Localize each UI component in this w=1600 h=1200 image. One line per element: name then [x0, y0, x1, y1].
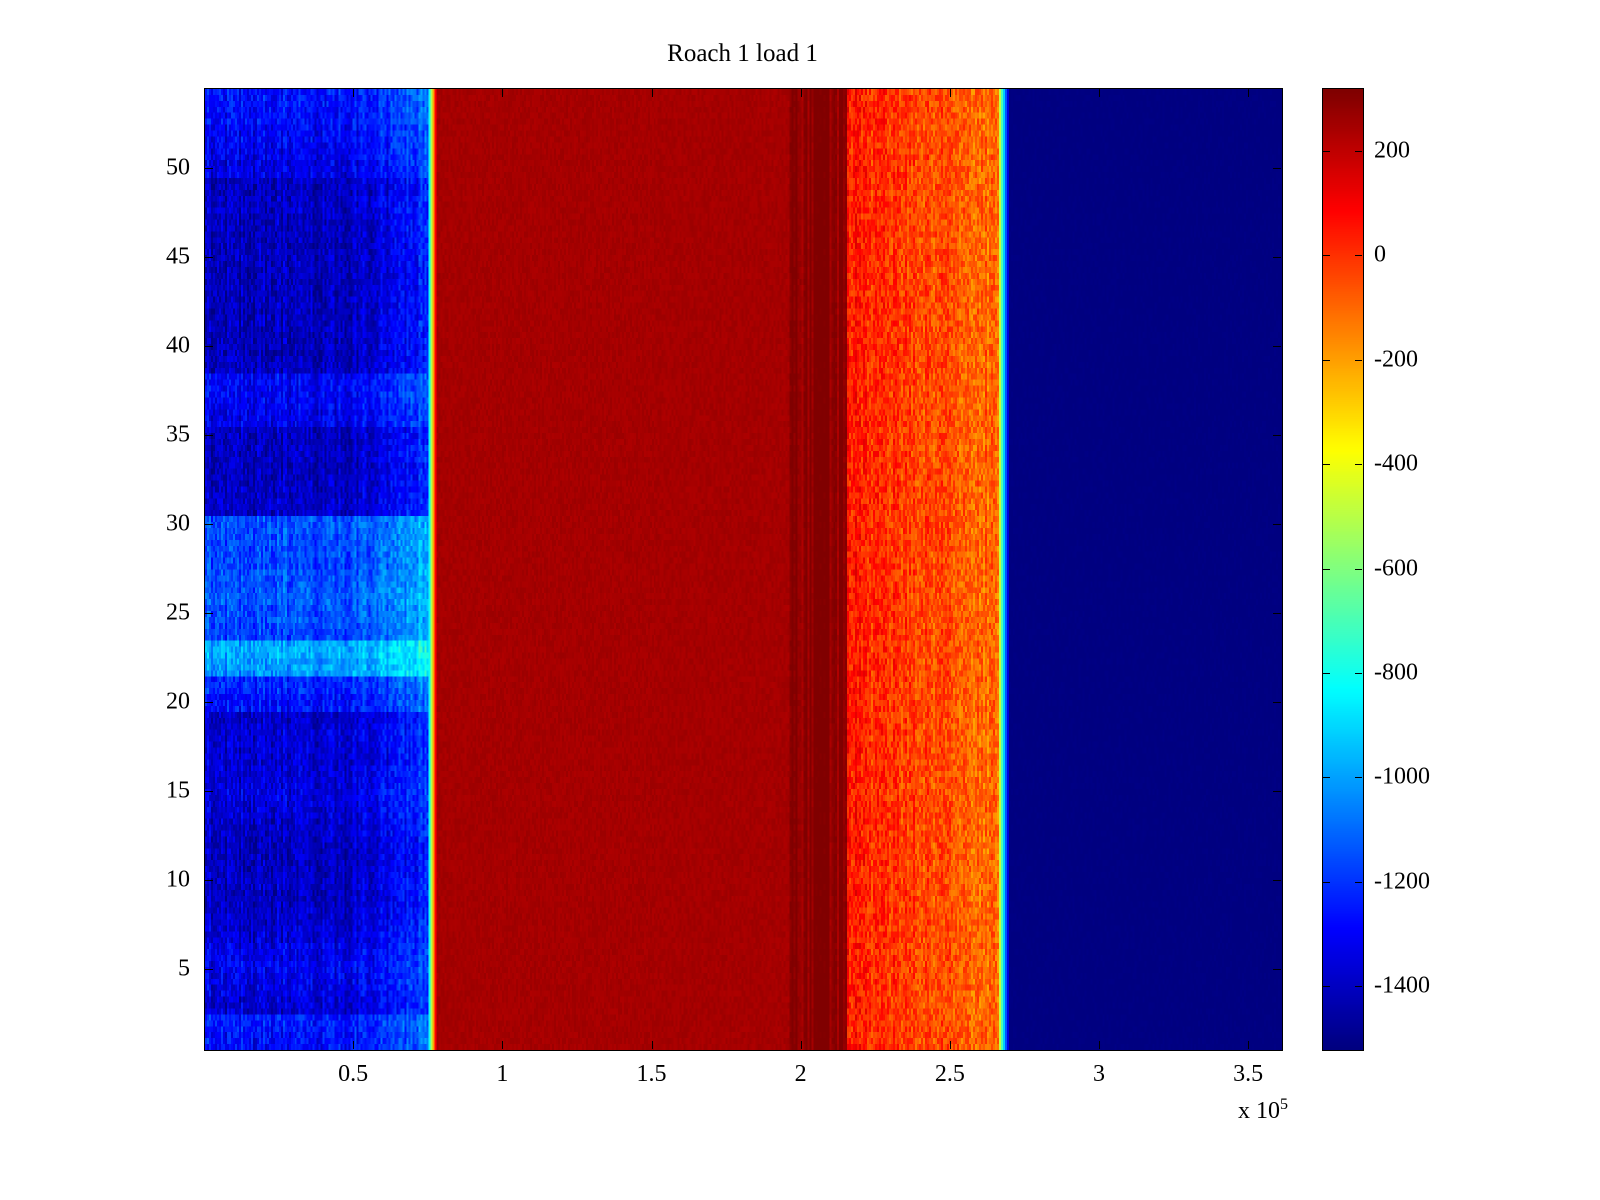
- colorbar-tick-mark-right: [1355, 464, 1362, 466]
- x-tick-label: 3: [1093, 1061, 1105, 1087]
- colorbar-tick-mark-right: [1355, 359, 1362, 361]
- x-tick-mark: [1248, 1041, 1250, 1049]
- colorbar-tick-mark-left: [1323, 568, 1330, 570]
- x-tick-label: 1.5: [636, 1061, 667, 1087]
- colorbar-tick-mark-right: [1355, 568, 1362, 570]
- y-tick-mark: [205, 168, 213, 170]
- y-tick-label: 20: [166, 688, 190, 715]
- x-tick-mark-top: [800, 89, 802, 97]
- y-tick-mark: [205, 346, 213, 348]
- y-tick-mark-right: [1273, 701, 1281, 703]
- y-tick-mark: [205, 257, 213, 259]
- x-tick-mark: [353, 1041, 355, 1049]
- heatmap-axes: [204, 88, 1283, 1051]
- y-tick-label: 25: [166, 599, 190, 626]
- x-tick-mark-top: [353, 89, 355, 97]
- colorbar-tick-mark-right: [1355, 255, 1362, 257]
- x-tick-mark-top: [1099, 89, 1100, 97]
- colorbar-tick-label: 200: [1374, 137, 1410, 164]
- colorbar-tick-mark-right: [1355, 986, 1362, 988]
- y-tick-mark: [205, 790, 213, 792]
- y-tick-mark: [205, 968, 213, 970]
- y-tick-label: 15: [166, 777, 190, 804]
- chart-title: Roach 1 load 1: [667, 40, 818, 67]
- colorbar-tick-label: 0: [1374, 241, 1386, 268]
- exponent-prefix: x 10: [1238, 1098, 1280, 1124]
- x-tick-mark-top: [949, 89, 951, 97]
- x-tick-mark: [651, 1041, 653, 1049]
- colorbar-tick-label: -1000: [1374, 763, 1430, 790]
- y-tick-mark-right: [1273, 257, 1281, 259]
- colorbar-tick-label: -200: [1374, 346, 1418, 373]
- y-tick-mark-right: [1273, 346, 1281, 348]
- colorbar-tick-mark-left: [1323, 464, 1330, 466]
- y-tick-label: 10: [166, 866, 190, 893]
- y-tick-label: 5: [178, 955, 190, 982]
- y-tick-label: 40: [166, 332, 190, 359]
- x-tick-mark-top: [1248, 89, 1250, 97]
- y-tick-mark-right: [1273, 790, 1281, 792]
- y-tick-mark-right: [1273, 879, 1281, 881]
- y-tick-mark: [205, 879, 213, 881]
- colorbar-tick-mark-left: [1323, 881, 1330, 883]
- heatmap-canvas: [205, 89, 1282, 1050]
- x-tick-mark: [502, 1041, 504, 1049]
- colorbar-tick-mark-left: [1323, 986, 1330, 988]
- x-tick-label: 3.5: [1233, 1061, 1264, 1087]
- y-tick-mark-right: [1273, 168, 1281, 170]
- colorbar-tick-label: -800: [1374, 659, 1418, 686]
- y-tick-mark: [205, 524, 213, 525]
- colorbar-tick-mark-left: [1323, 359, 1330, 361]
- colorbar-tick-mark-right: [1355, 881, 1362, 883]
- y-tick-label: 30: [166, 510, 190, 537]
- colorbar-tick-mark-left: [1323, 777, 1330, 779]
- y-tick-mark: [205, 435, 213, 437]
- colorbar-tick-label: -1400: [1374, 972, 1430, 999]
- colorbar-tick-mark-right: [1355, 777, 1362, 779]
- exponent-power: 5: [1280, 1096, 1288, 1113]
- colorbar-tick-label: -1200: [1374, 868, 1430, 895]
- x-tick-label: 1: [496, 1061, 509, 1087]
- y-tick-label: 50: [166, 154, 190, 181]
- colorbar-tick-mark-left: [1323, 672, 1330, 674]
- y-tick-mark: [205, 701, 213, 703]
- colorbar-tick-label: -600: [1374, 555, 1418, 581]
- x-tick-label: 2.5: [934, 1061, 965, 1087]
- x-tick-label: 0.5: [338, 1061, 369, 1087]
- y-tick-mark-right: [1273, 968, 1281, 970]
- x-tick-mark-top: [651, 89, 653, 97]
- colorbar: [1322, 88, 1364, 1051]
- x-tick-label: 2: [794, 1061, 807, 1087]
- colorbar-canvas: [1323, 89, 1363, 1050]
- y-tick-label: 35: [166, 421, 190, 448]
- x-axis-exponent-label: x 105: [1238, 1096, 1288, 1125]
- colorbar-tick-mark-right: [1355, 150, 1362, 152]
- y-tick-mark: [205, 612, 213, 614]
- colorbar-tick-label: -400: [1374, 450, 1418, 477]
- y-tick-mark-right: [1273, 612, 1281, 614]
- colorbar-tick-mark-right: [1355, 672, 1362, 674]
- x-tick-mark: [1099, 1041, 1100, 1049]
- x-tick-mark-top: [502, 89, 504, 97]
- colorbar-tick-mark-left: [1323, 255, 1330, 257]
- y-tick-mark-right: [1273, 524, 1281, 525]
- colorbar-tick-mark-left: [1323, 150, 1330, 152]
- x-tick-mark: [949, 1041, 951, 1049]
- x-tick-mark: [800, 1041, 802, 1049]
- y-tick-label: 45: [166, 243, 190, 270]
- y-tick-mark-right: [1273, 435, 1281, 437]
